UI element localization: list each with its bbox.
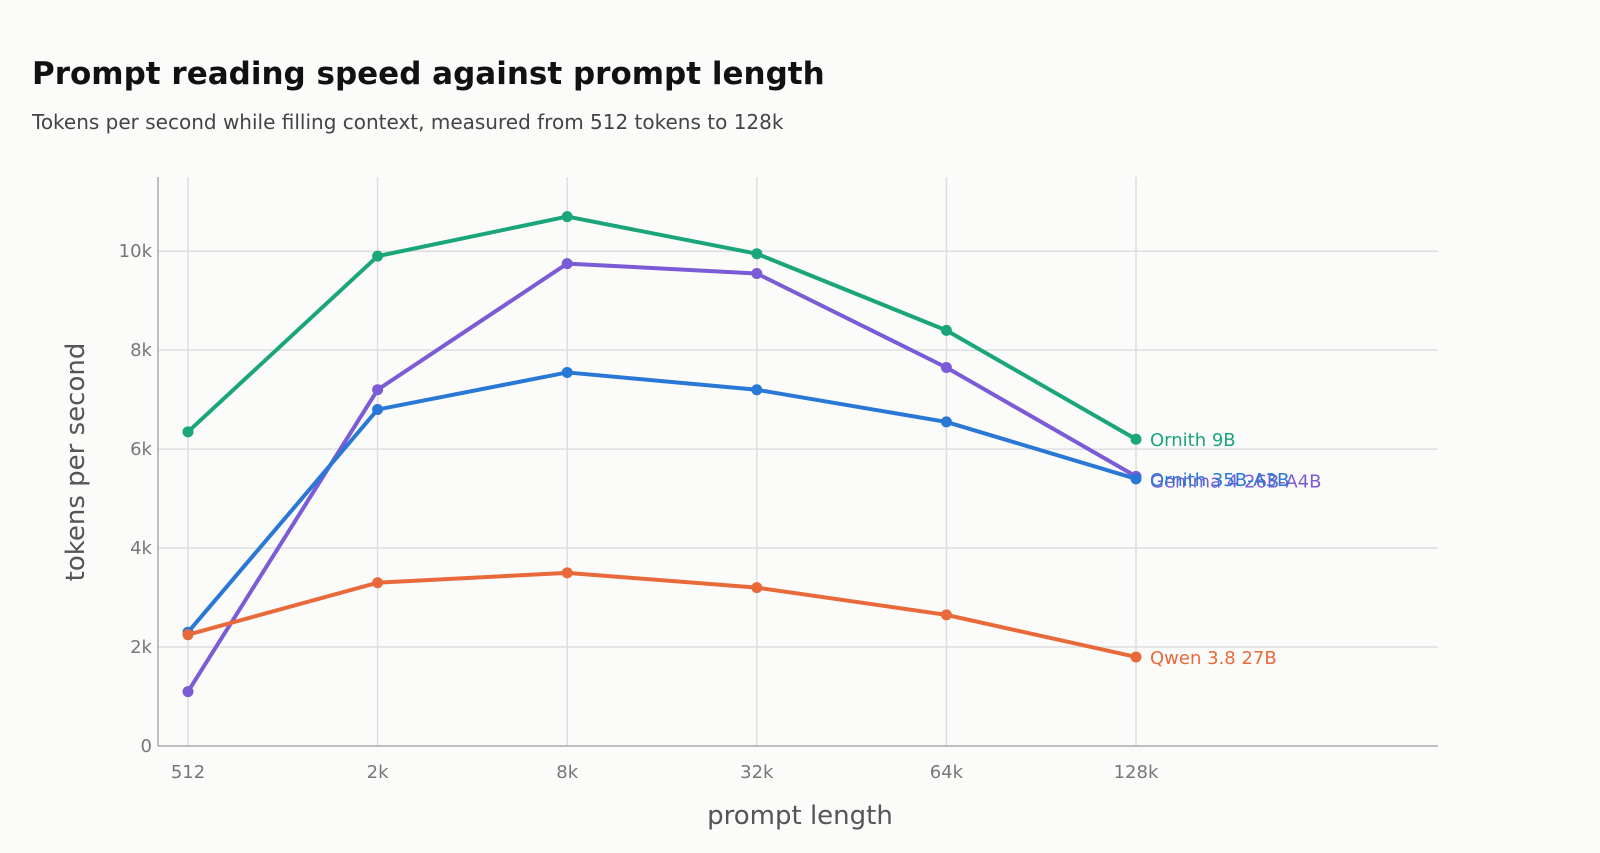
data-point [561,366,573,378]
data-point [561,211,573,223]
data-point [940,609,952,621]
series-end-label: Ornith 35B-A3B [1150,470,1289,491]
data-point [751,384,763,396]
x-tick-label: 8k [556,762,578,783]
x-tick-label: 128k [1114,762,1159,783]
data-point [372,250,384,262]
data-point [182,629,194,641]
x-axis-title: prompt length [707,801,893,831]
data-point [182,686,194,698]
y-tick-label: 10k [119,241,153,262]
x-tick-label: 64k [930,762,964,783]
data-point [182,426,194,438]
series-end-label: Qwen 3.8 27B [1150,648,1277,669]
series-line [186,261,1138,694]
data-point [372,404,384,416]
data-point [1130,651,1142,663]
series-gemma-4-26b-a4b [182,258,1142,698]
data-point [751,582,763,594]
series-qwen-3-8-27b [182,567,1142,663]
data-point [1130,473,1142,485]
y-tick-label: 4k [130,538,152,559]
y-tick-label: 8k [130,340,152,361]
series-end-label: Gemma 4 26B-A4B [1150,471,1321,492]
data-point [372,577,384,589]
data-point [940,416,952,428]
data-point [372,384,384,396]
x-tick-label: 512 [171,762,205,783]
y-tick-label: 2k [130,637,152,658]
data-point [940,361,952,373]
series-layer [182,211,1142,698]
y-tick-label: 0 [141,736,152,757]
data-point [751,267,763,279]
data-point [751,248,763,260]
y-axis-title: tokens per second [61,343,91,582]
x-tick-label: 2k [367,762,389,783]
data-point [561,258,573,270]
series-end-label: Ornith 9B [1150,430,1236,451]
grid-layer [158,177,1438,746]
x-tick-label: 32k [740,762,774,783]
series-ornith-9b [182,211,1142,445]
chart-subtitle: Tokens per second while filling context,… [32,110,784,134]
data-point [940,324,952,336]
y-tick-label: 6k [130,439,152,460]
series-line [186,214,1138,442]
series-line [186,570,1138,659]
axis-layer: 0 2k 4k 6k 8k 10k 512 2k 8k 32k 64k 128k [119,177,1438,783]
series-line [186,370,1138,635]
data-point [1130,433,1142,445]
series-ornith-35b-a3b [182,366,1142,638]
data-point [561,567,573,579]
chart-title: Prompt reading speed against prompt leng… [32,56,825,92]
